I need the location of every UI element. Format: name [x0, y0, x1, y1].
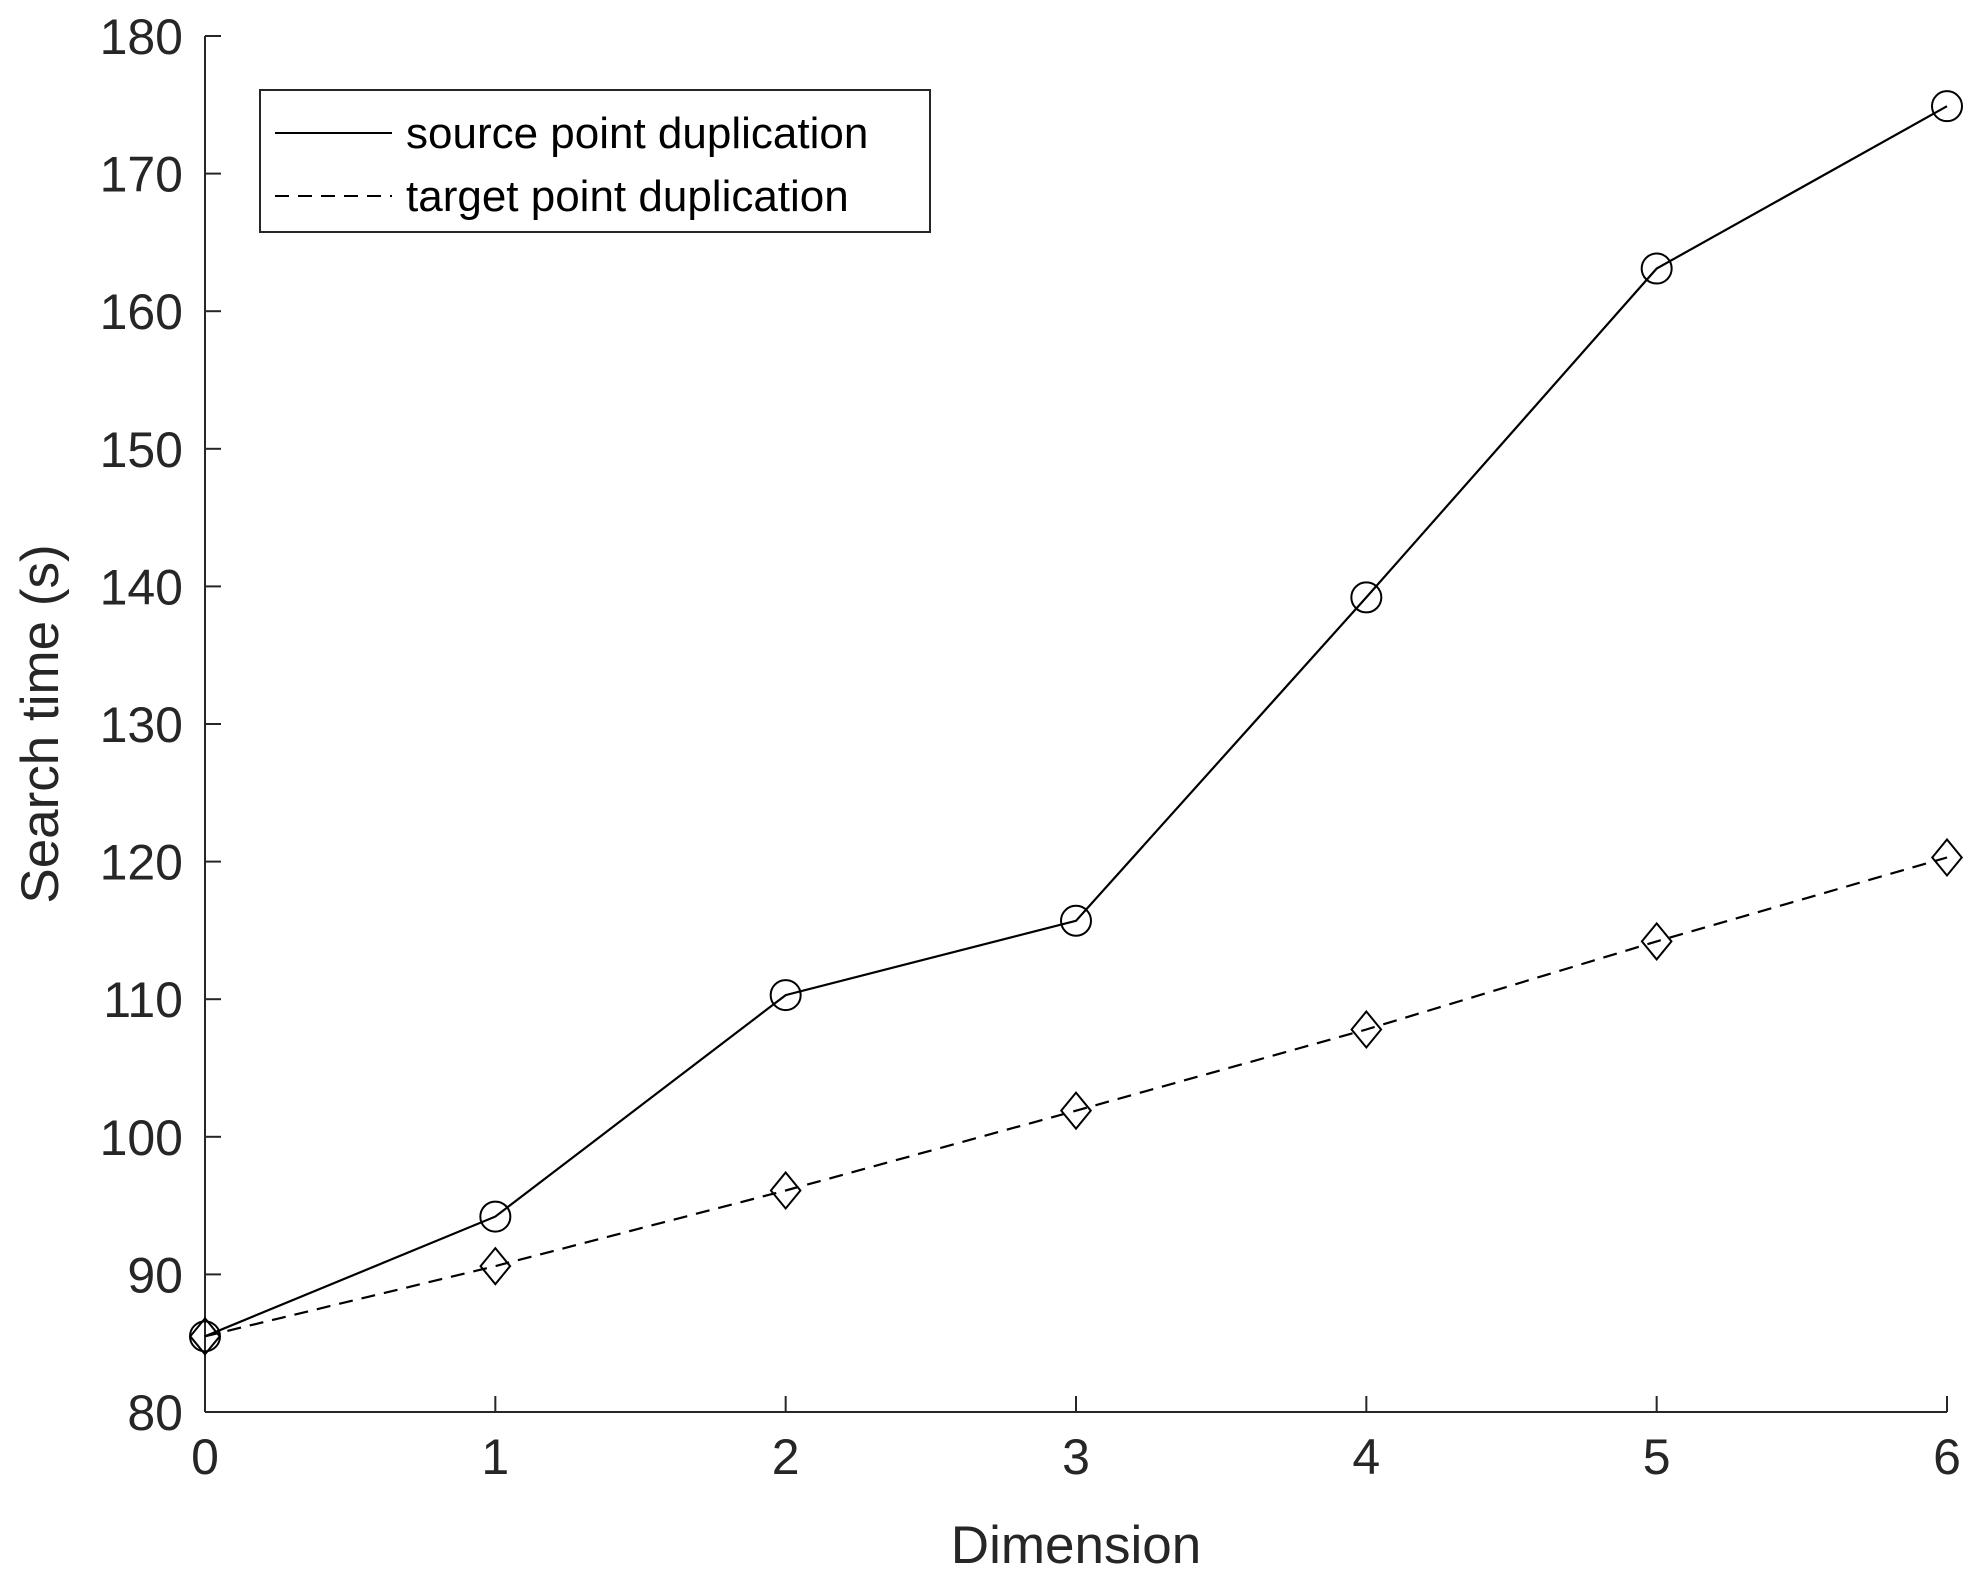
- data-point-diamond: [479, 1246, 512, 1286]
- y-tick-label: 80: [127, 1385, 183, 1441]
- y-tick-label: 110: [103, 972, 183, 1028]
- y-tick-label: 160: [100, 284, 183, 340]
- legend: source point duplication target point du…: [259, 89, 931, 233]
- data-point-circle: [1931, 90, 1963, 123]
- series-line: [204, 105, 1948, 1338]
- series-line: [204, 856, 1948, 1338]
- x-ticks: 0 1 2 3 4 5 6: [191, 1396, 1961, 1485]
- data-point-diamond: [1930, 837, 1964, 878]
- axes: [204, 36, 1947, 1413]
- x-tick-label: 0: [191, 1429, 219, 1485]
- data-point-diamond: [188, 1316, 222, 1356]
- data-point-diamond: [1059, 1091, 1093, 1131]
- legend-label-target: target point duplication: [406, 172, 849, 221]
- data-point-diamond: [1350, 1009, 1383, 1050]
- y-tick-label: 180: [100, 9, 183, 65]
- y-tick-label: 170: [100, 147, 183, 203]
- x-tick-label: 2: [772, 1429, 800, 1485]
- data-point-diamond: [769, 1170, 802, 1211]
- y-tick-label: 120: [100, 835, 183, 891]
- series-target: [188, 837, 1964, 1356]
- y-tick-label: 140: [100, 559, 183, 615]
- series-source: [189, 90, 1963, 1353]
- x-tick-label: 4: [1352, 1429, 1380, 1485]
- x-axis-title: Dimension: [951, 1516, 1201, 1575]
- data-point-circle: [479, 1200, 512, 1233]
- legend-label-source: source point duplication: [406, 109, 868, 158]
- x-tick-label: 5: [1643, 1429, 1671, 1485]
- x-tick-label: 3: [1062, 1429, 1090, 1485]
- y-tick-label: 130: [100, 697, 183, 753]
- y-tick-label: 150: [100, 422, 183, 478]
- data-point-circle: [1350, 581, 1383, 614]
- series-layer: [188, 90, 1964, 1356]
- data-point-circle: [769, 979, 802, 1012]
- data-point-circle: [1640, 252, 1673, 285]
- x-tick-label: 1: [481, 1429, 509, 1485]
- data-point-circle: [1060, 904, 1092, 937]
- y-tick-label: 90: [127, 1247, 183, 1303]
- y-axis-title: Search time (s): [11, 544, 70, 903]
- legend-box: [259, 89, 931, 233]
- y-ticks: 80 90 100 110 120 130 140 150 160 170 180: [100, 9, 221, 1441]
- data-point-diamond: [1640, 921, 1673, 961]
- x-tick-label: 6: [1933, 1429, 1961, 1485]
- y-tick-label: 100: [100, 1110, 183, 1166]
